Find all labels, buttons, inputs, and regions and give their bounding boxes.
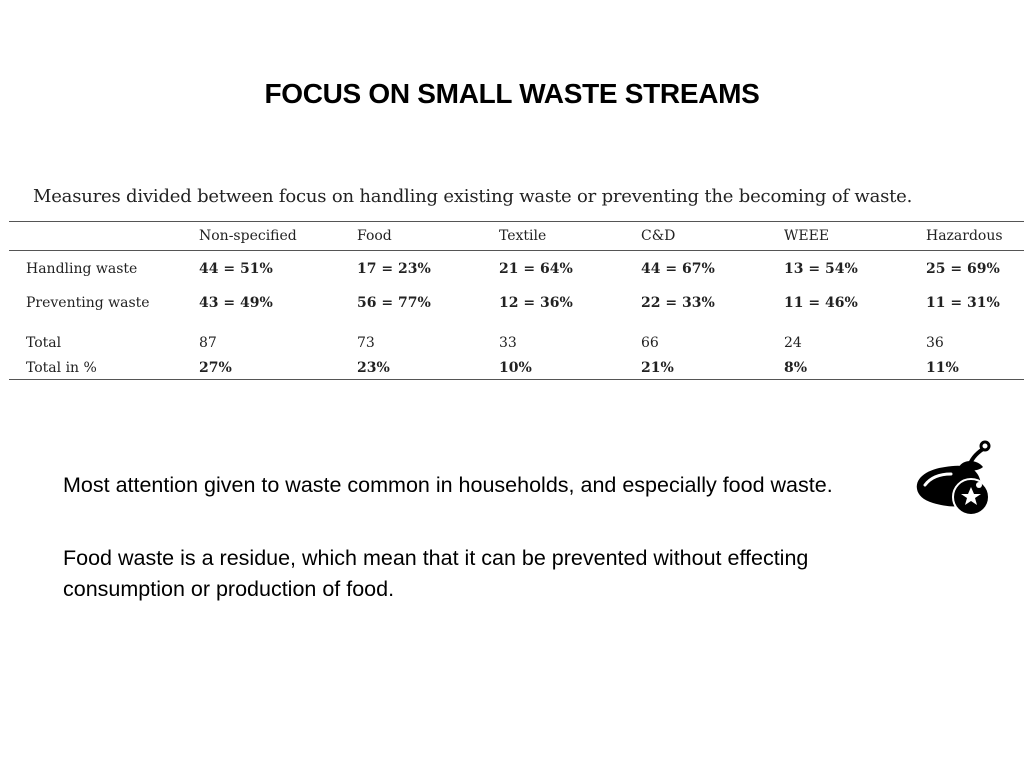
column-header: C&D [641,228,676,244]
table-cell: 11% [926,360,959,376]
slide-title: FOCUS ON SMALL WASTE STREAMS [264,78,760,109]
body-paragraph: Most attention given to waste common in … [63,473,833,497]
table-cell: 25 = 69% [926,261,1000,277]
table-cell: 36 [926,335,944,351]
table-cell: 43 = 49% [199,295,273,311]
table-cell: 11 = 46% [784,295,858,311]
table-cell: 21% [641,360,674,376]
table-row: Total 87 73 33 66 24 36 [9,319,1024,357]
food-waste-icon [911,437,995,519]
measures-table-container: Non-specified Food Textile C&D WEEE Haza… [9,221,1024,380]
table-caption: Measures divided between focus on handli… [33,186,913,207]
column-header: Textile [499,228,547,244]
row-label: Total [26,335,62,351]
table-cell: 44 = 51% [199,261,273,277]
table-row: Handling waste 44 = 51% 17 = 23% 21 = 64… [9,251,1024,288]
column-header: Hazardous [926,228,1003,244]
table-cell: 11 = 31% [926,295,1000,311]
column-header [9,222,199,251]
measures-table: Non-specified Food Textile C&D WEEE Haza… [9,221,1024,380]
table-cell: 21 = 64% [499,261,573,277]
table-cell: 22 = 33% [641,295,715,311]
row-label: Handling waste [26,261,138,277]
column-header: Non-specified [199,228,297,244]
table-cell: 13 = 54% [784,261,858,277]
table-cell: 44 = 67% [641,261,715,277]
table-cell: 73 [357,335,375,351]
table-cell: 23% [357,360,390,376]
table-row: Preventing waste 43 = 49% 56 = 77% 12 = … [9,287,1024,319]
row-label: Total in % [26,360,97,376]
table-cell: 33 [499,335,517,351]
table-cell: 24 [784,335,802,351]
table-cell: 17 = 23% [357,261,431,277]
table-header-row: Non-specified Food Textile C&D WEEE Haza… [9,221,1024,251]
table-cell: 27% [199,360,232,376]
table-cell: 56 = 77% [357,295,431,311]
table-cell: 12 = 36% [499,295,573,311]
table-cell: 66 [641,335,659,351]
body-paragraph: Food waste is a residue, which mean that… [63,546,809,601]
column-header: WEEE [784,228,830,244]
table-cell: 10% [499,360,532,376]
table-cell: 87 [199,335,217,351]
row-label: Preventing waste [26,295,150,311]
table-cell: 8% [784,360,808,376]
table-row: Total in % 27% 23% 10% 21% 8% 11% [9,357,1024,380]
column-header: Food [357,228,392,244]
